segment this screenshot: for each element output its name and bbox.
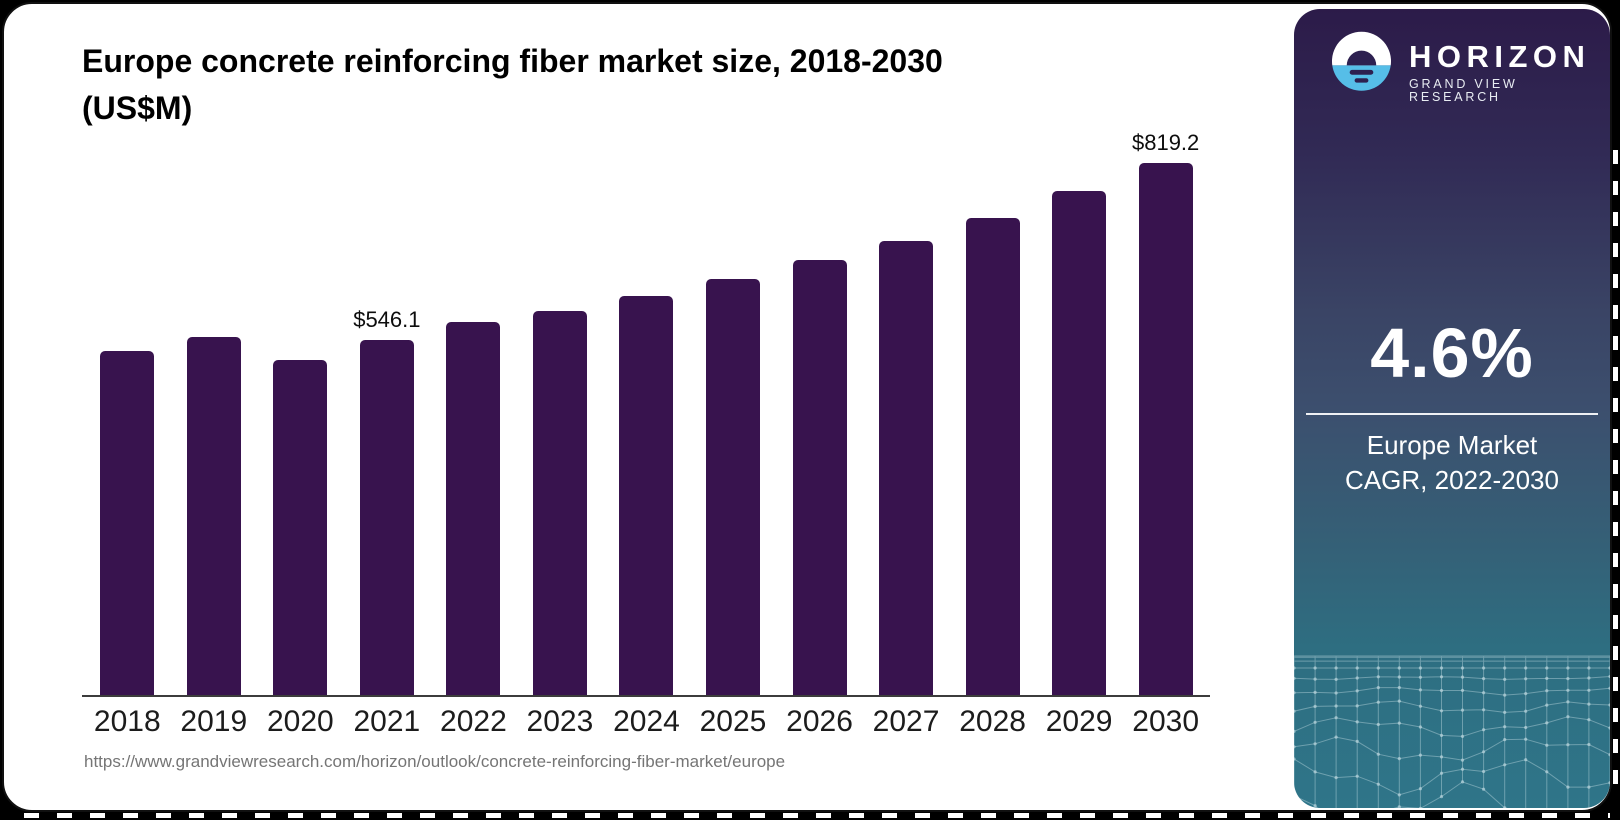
- bar-chart: $546.1 $819.2: [84, 130, 1209, 695]
- x-tick-2025: 2025: [699, 705, 767, 738]
- bar-2028: [965, 218, 1020, 695]
- x-tick-2022: 2022: [440, 705, 507, 738]
- bar-2023: [532, 310, 587, 695]
- bar-slot-2023: [517, 142, 604, 695]
- bar-slot-2018: [84, 142, 171, 695]
- bar-slot-2025: [690, 142, 777, 695]
- horizon-logo-icon: [1331, 31, 1392, 91]
- x-tick-2026: 2026: [786, 705, 853, 738]
- bar-slot-2029: [1036, 142, 1123, 695]
- bar-2018: [100, 350, 155, 695]
- x-tick-2020: 2020: [266, 705, 334, 738]
- x-axis-labels: 2018 2019 2020 2021 2022 2023 2024 2025 2026 2027…: [84, 705, 1209, 739]
- bar-slot-2027: [863, 142, 950, 695]
- bar-slot-2026: [776, 142, 863, 695]
- x-tick-2018: 2018: [93, 705, 161, 738]
- x-tick-2019: 2019: [180, 705, 248, 738]
- source-url: https://www.grandviewresearch.com/horizo…: [84, 752, 786, 771]
- bar-slot-2019: [171, 142, 258, 695]
- data-label-2030: $819.2: [1131, 130, 1200, 155]
- x-tick-2029: 2029: [1045, 705, 1113, 738]
- x-tick-2027: 2027: [872, 705, 940, 738]
- cagr-caption: Europe Market CAGR, 2022-2030: [1294, 428, 1610, 498]
- data-label-2021: $546.1: [353, 307, 421, 333]
- bottom-edge-dashes: [24, 813, 1610, 818]
- bar-2029: [1052, 191, 1107, 695]
- bar-2020: [273, 359, 328, 695]
- chart-title-line2: (US$M): [82, 90, 193, 126]
- stat-divider: [1306, 413, 1598, 415]
- terrain-mesh-graphic: [1294, 655, 1610, 808]
- x-tick-2023: 2023: [526, 705, 594, 738]
- cagr-value: 4.6%: [1370, 314, 1534, 392]
- bar-2021: $546.1: [353, 307, 421, 695]
- bar-slot-2020: [257, 142, 344, 695]
- bar-2022: [446, 322, 501, 695]
- chart-title: Europe concrete reinforcing fiber market…: [82, 38, 1082, 132]
- x-axis-line: [82, 695, 1210, 697]
- right-edge-dashes: [1613, 150, 1618, 800]
- bar-2030: $819.2: [1132, 130, 1199, 695]
- sidebar-card: HORIZON GRAND VIEW RESEARCH 4.6% Europe …: [1294, 9, 1610, 808]
- bar-slot-2030: $819.2: [1122, 130, 1209, 695]
- brand-name: HORIZON: [1409, 39, 1591, 74]
- x-tick-2030: 2030: [1132, 705, 1200, 738]
- cagr-stat: 4.6% Europe Market CAGR, 2022-2030: [1294, 317, 1610, 498]
- brand-subtitle: GRAND VIEW RESEARCH: [1409, 77, 1518, 104]
- x-tick-2021: 2021: [353, 705, 421, 738]
- bar-2024: [619, 295, 674, 695]
- bar-slot-2021: $546.1: [344, 142, 431, 695]
- bar-2027: [879, 240, 934, 695]
- x-tick-2024: 2024: [613, 705, 680, 738]
- chart-title-line1: Europe concrete reinforcing fiber market…: [82, 43, 943, 79]
- bar-slot-2022: [430, 142, 517, 695]
- cagr-caption-line1: Europe Market: [1366, 430, 1538, 460]
- bar-2026: [792, 259, 847, 695]
- horizon-logo: HORIZON GRAND VIEW RESEARCH: [1331, 31, 1610, 104]
- logo-text: HORIZON GRAND VIEW RESEARCH: [1409, 31, 1610, 104]
- bar-2025: [705, 278, 760, 695]
- bars-container: $546.1 $819.2: [84, 130, 1209, 695]
- bar-slot-2028: [949, 142, 1036, 695]
- bar-slot-2024: [603, 142, 690, 695]
- x-tick-2028: 2028: [959, 705, 1026, 738]
- cagr-caption-line2: CAGR, 2022-2030: [1345, 465, 1559, 495]
- bar-2019: [186, 337, 241, 695]
